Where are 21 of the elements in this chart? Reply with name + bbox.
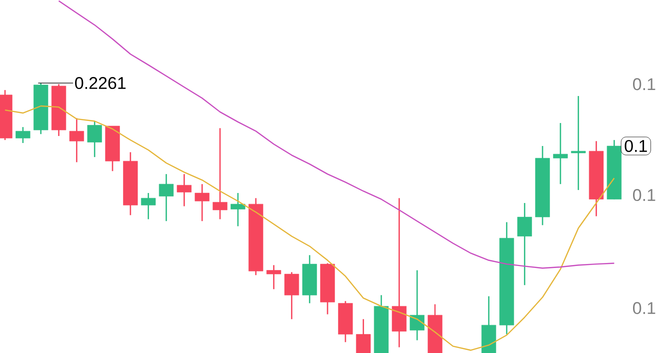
candlestick [284, 271, 300, 320]
candlestick [194, 183, 210, 222]
candlestick [16, 126, 30, 144]
candlestick [158, 173, 174, 222]
annotation: 0.2261 [75, 76, 126, 89]
text: 0.1 [633, 188, 656, 201]
candlestick [176, 173, 192, 207]
candlestick [212, 127, 228, 220]
candlestick [553, 122, 568, 185]
candlestick [356, 318, 371, 353]
candlestick [87, 120, 102, 158]
text: 0.1 [624, 140, 647, 152]
candlestick [410, 270, 424, 341]
candlestick [266, 264, 282, 290]
candlestick [517, 202, 532, 286]
candlestick [141, 192, 156, 220]
candlestick [230, 192, 246, 227]
text: 0.1 [633, 78, 656, 90]
text: 0.1 [633, 302, 656, 314]
candlestick [571, 95, 586, 191]
candlestick [69, 117, 84, 163]
